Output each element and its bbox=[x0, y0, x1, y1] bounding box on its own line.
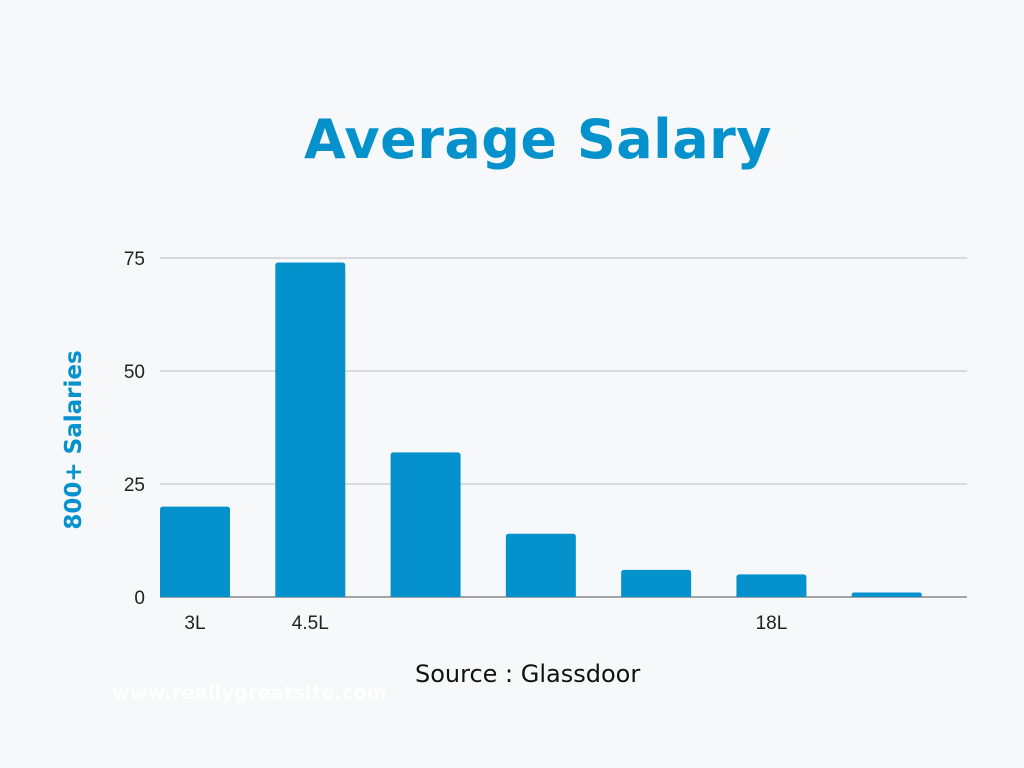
website-watermark: www.reallygreatsite.com bbox=[112, 682, 387, 704]
x-tick-labels: 3L 4.5L 18L bbox=[184, 613, 787, 634]
x-tick-label: 18L bbox=[756, 613, 788, 634]
bar-3 bbox=[505, 533, 576, 597]
x-tick-label: 4.5L bbox=[292, 613, 329, 634]
bar-0 bbox=[160, 506, 230, 597]
bar-5 bbox=[736, 574, 807, 597]
bars bbox=[160, 262, 922, 597]
y-tick-labels: 0 25 50 75 bbox=[124, 249, 145, 609]
source-caption: Source : Glassdoor bbox=[415, 660, 641, 688]
bar-1 bbox=[275, 262, 346, 597]
bar-4 bbox=[621, 569, 692, 597]
chart-title: Average Salary bbox=[304, 108, 772, 171]
bar-6 bbox=[851, 592, 922, 597]
y-tick-label: 50 bbox=[124, 362, 145, 383]
bar-2 bbox=[390, 452, 461, 597]
y-tick-label: 75 bbox=[124, 249, 145, 270]
y-tick-label: 0 bbox=[134, 588, 145, 609]
y-tick-label: 25 bbox=[124, 475, 145, 496]
x-tick-label: 3L bbox=[184, 613, 205, 634]
